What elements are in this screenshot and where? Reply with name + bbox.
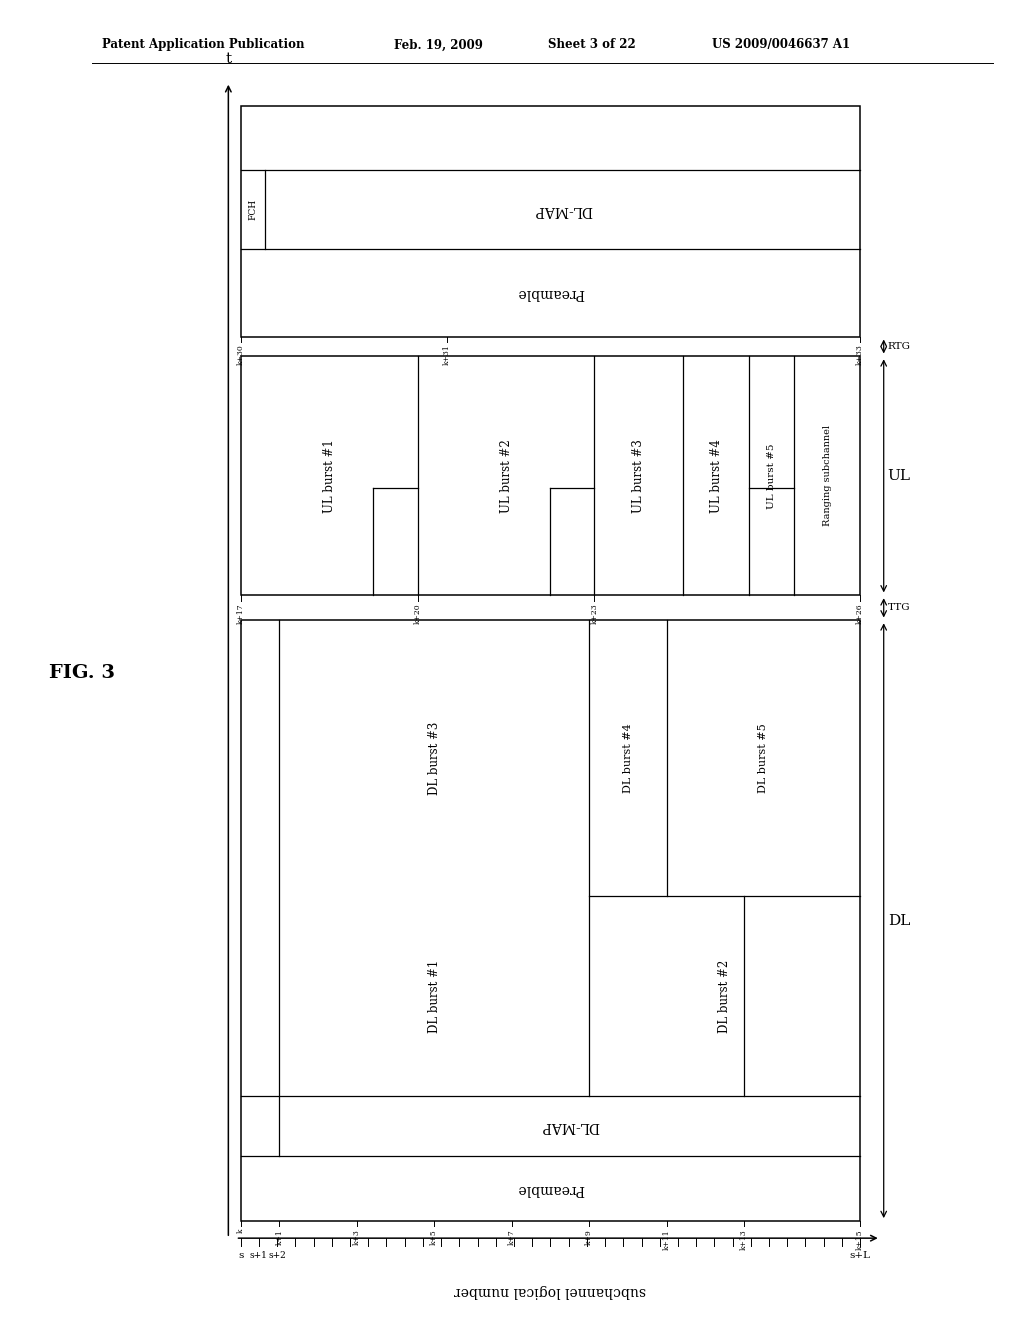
Text: DL burst #1: DL burst #1: [428, 960, 440, 1032]
Text: k+30: k+30: [237, 345, 245, 366]
Text: s+L: s+L: [850, 1251, 870, 1261]
Text: k+31: k+31: [443, 345, 451, 366]
Text: Sheet 3 of 22: Sheet 3 of 22: [548, 38, 636, 51]
Text: FIG. 3: FIG. 3: [49, 664, 115, 682]
Text: UL burst #5: UL burst #5: [767, 444, 776, 508]
Text: DL burst #3: DL burst #3: [428, 722, 440, 795]
Text: Ranging subchannel: Ranging subchannel: [822, 425, 831, 527]
Text: DL burst #5: DL burst #5: [759, 723, 768, 793]
Text: k+15: k+15: [856, 1229, 864, 1250]
Text: UL: UL: [888, 469, 910, 483]
Bar: [241, 620, 860, 1221]
Text: s: s: [238, 1251, 244, 1261]
Text: k+23: k+23: [591, 603, 598, 624]
Text: Preamble: Preamble: [517, 1181, 584, 1196]
Text: UL burst #1: UL burst #1: [323, 440, 336, 512]
Text: Preamble: Preamble: [517, 285, 584, 300]
Text: k+1: k+1: [275, 1229, 284, 1245]
Text: s+2: s+2: [268, 1251, 286, 1261]
Text: k+9: k+9: [585, 1229, 593, 1245]
Bar: [241, 106, 860, 337]
Text: s+1: s+1: [250, 1251, 268, 1261]
Text: k+7: k+7: [508, 1229, 516, 1245]
Text: k+20: k+20: [414, 603, 422, 624]
Text: k+5: k+5: [430, 1229, 438, 1245]
Text: UL burst #4: UL burst #4: [710, 440, 723, 512]
Text: DL burst #4: DL burst #4: [623, 723, 633, 793]
Text: k+3: k+3: [353, 1229, 360, 1245]
Text: UL burst #3: UL burst #3: [632, 440, 645, 512]
Text: DL-MAP: DL-MAP: [534, 202, 592, 216]
Text: subchannel logical number: subchannel logical number: [455, 1284, 646, 1298]
Text: RTG: RTG: [888, 342, 910, 351]
Text: k+33: k+33: [856, 345, 864, 366]
Text: k+17: k+17: [237, 603, 245, 624]
Text: k+11: k+11: [663, 1229, 671, 1250]
Text: DL: DL: [888, 913, 910, 928]
Text: DL-MAP: DL-MAP: [541, 1119, 599, 1133]
Text: UL burst #2: UL burst #2: [500, 440, 513, 512]
Text: t: t: [225, 51, 231, 66]
Text: FCH: FCH: [249, 199, 257, 220]
Text: US 2009/0046637 A1: US 2009/0046637 A1: [712, 38, 850, 51]
Text: Feb. 19, 2009: Feb. 19, 2009: [394, 38, 483, 51]
Text: k+13: k+13: [740, 1229, 748, 1250]
Text: k+26: k+26: [856, 603, 864, 624]
Text: k: k: [237, 1229, 245, 1233]
Bar: [241, 356, 860, 595]
Text: TTG: TTG: [888, 603, 910, 612]
Text: Patent Application Publication: Patent Application Publication: [102, 38, 305, 51]
Text: DL burst #2: DL burst #2: [718, 960, 731, 1032]
